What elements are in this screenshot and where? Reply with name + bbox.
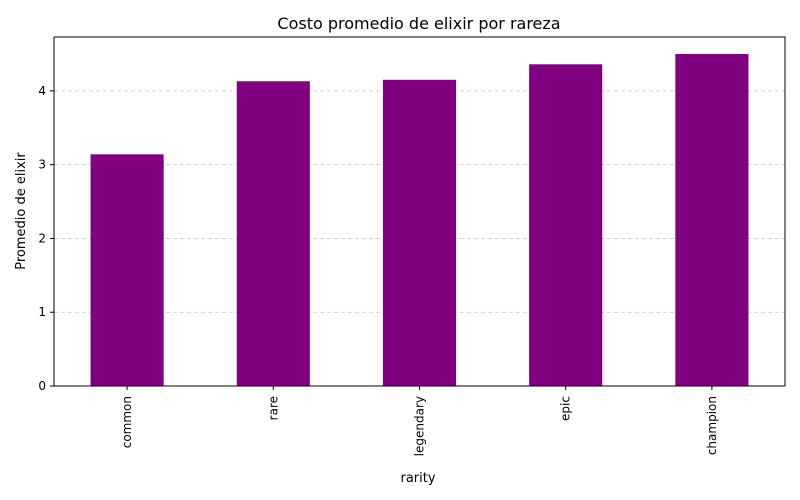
x-tick-label-epic: epic [559, 396, 573, 421]
y-tick-label-0: 0 [38, 379, 46, 393]
x-axis-ticks: common rare legendary epic champion [120, 386, 719, 456]
bar-champion [675, 53, 749, 387]
bar-common [90, 154, 164, 386]
y-tick-label-4: 4 [38, 84, 46, 98]
chart-title: Costo promedio de elixir por rareza [277, 14, 560, 33]
bar-epic [529, 64, 603, 387]
bars [90, 53, 749, 387]
y-axis-ticks: 0 1 2 3 4 [38, 84, 54, 393]
x-tick-label-rare: rare [266, 396, 280, 420]
bar-rare [236, 81, 310, 386]
y-axis-label: Promedio de elixir [14, 152, 29, 270]
y-tick-label-3: 3 [38, 158, 46, 172]
bar-legendary [382, 79, 457, 387]
y-tick-label-1: 1 [38, 305, 46, 319]
y-tick-label-2: 2 [38, 231, 46, 245]
x-tick-label-champion: champion [705, 396, 719, 455]
x-tick-label-common: common [120, 396, 134, 448]
x-tick-label-legendary: legendary [413, 396, 427, 456]
x-axis-label: rarity [400, 471, 435, 486]
